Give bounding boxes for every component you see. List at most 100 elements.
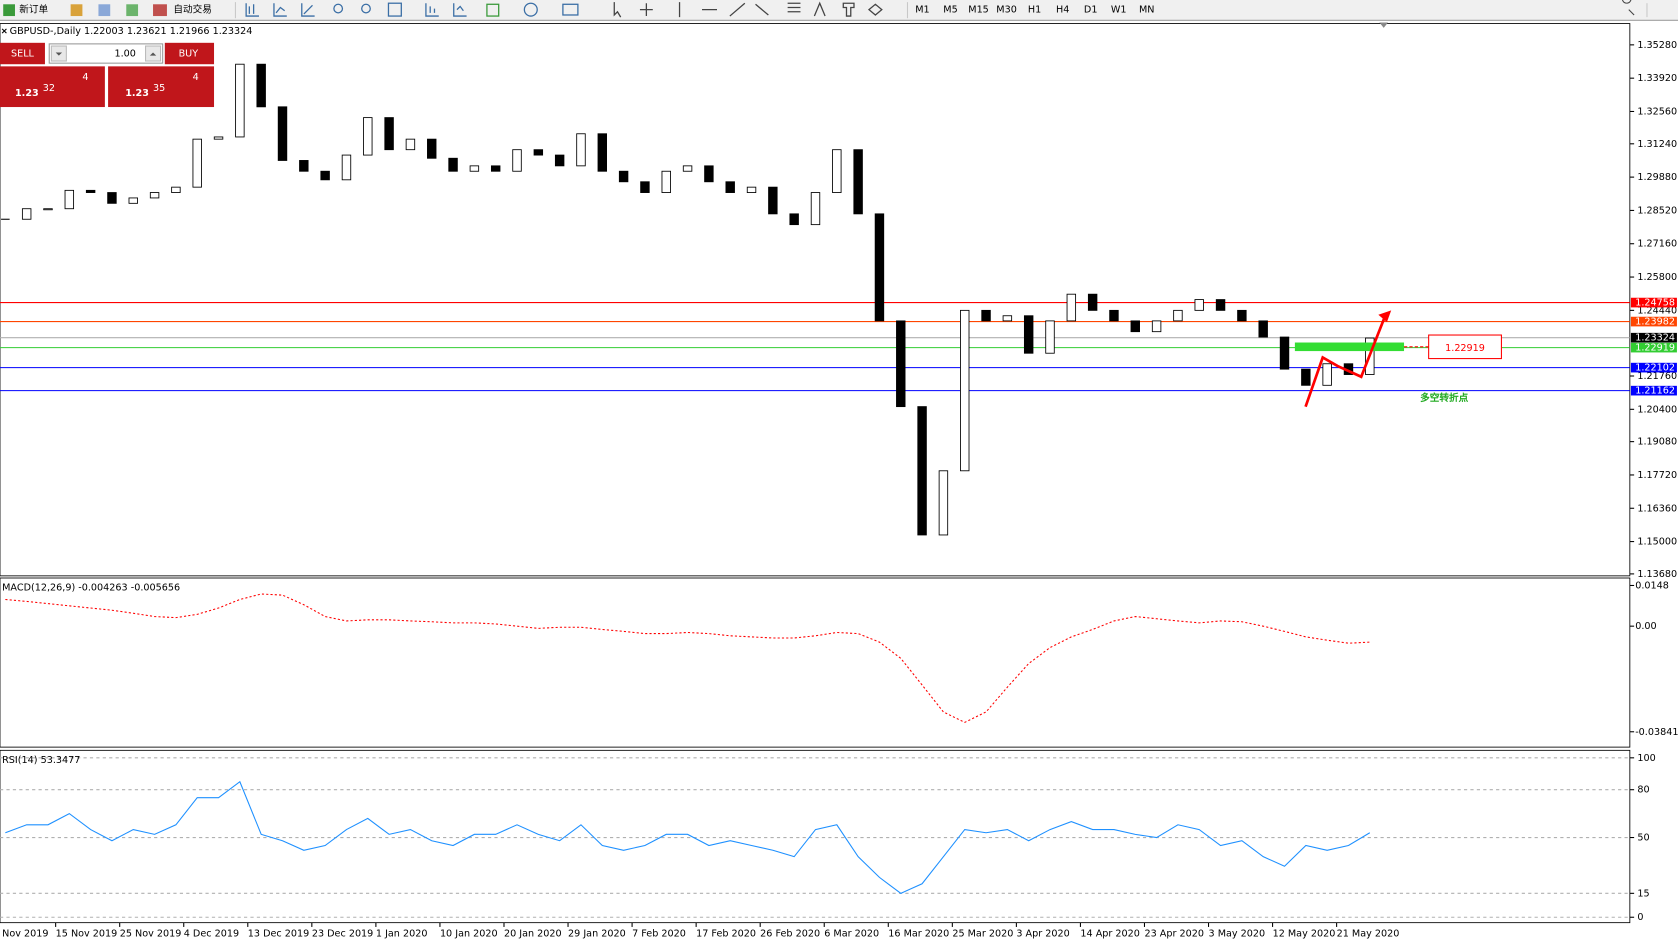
timeframe-button[interactable]: MN — [1139, 5, 1155, 16]
candle — [1109, 309, 1119, 322]
candle — [1066, 293, 1077, 322]
timeframe-button[interactable]: H4 — [1056, 5, 1069, 16]
date-label: 26 Feb 2020 — [760, 928, 820, 939]
price-tick-label: 1.25800 — [1637, 272, 1677, 283]
candle — [235, 63, 245, 138]
date-label: 13 Dec 2019 — [248, 928, 309, 939]
candle — [363, 117, 373, 156]
candle — [554, 154, 565, 167]
price-tick-label: 1.31240 — [1637, 139, 1677, 150]
candle — [171, 186, 181, 193]
tile-windows[interactable] — [387, 2, 402, 17]
toolbar-icon[interactable] — [98, 4, 111, 17]
timeframe-button[interactable]: M5 — [943, 5, 957, 16]
current-price-box — [1630, 332, 1677, 343]
level-label: 1.24758 — [1635, 298, 1675, 309]
price-tick-label: 1.21760 — [1637, 371, 1677, 382]
date-label: 14 Apr 2020 — [1080, 928, 1140, 939]
timeframe-button[interactable]: M15 — [968, 5, 989, 16]
arrow-head — [1378, 310, 1392, 323]
buy-price-fraction: 4 — [193, 72, 199, 83]
one-click-trading: SELL 1.00 BUY 1.23 32 4 1.23 35 4 — [0, 42, 215, 108]
tool-icon[interactable] — [301, 3, 315, 17]
sell-price-pips: 32 — [43, 83, 55, 94]
rsi-line — [5, 780, 1371, 894]
candle — [1279, 336, 1290, 370]
tool-icon[interactable] — [273, 3, 287, 17]
sell-price-box[interactable] — [0, 66, 105, 108]
zoom-out[interactable] — [361, 3, 371, 14]
tool-icon[interactable] — [425, 3, 439, 17]
zoom-in[interactable] — [333, 3, 344, 14]
timeframe-button[interactable]: W1 — [1111, 5, 1127, 16]
auto-trading-button[interactable]: 自动交易 — [173, 4, 211, 16]
timeframe-button[interactable]: D1 — [1084, 5, 1098, 16]
price-tick-label: 1.20400 — [1637, 404, 1677, 415]
lots-input[interactable] — [48, 43, 164, 64]
candle — [981, 309, 991, 322]
new-order-button[interactable]: 新订单 — [19, 4, 48, 16]
candle — [682, 165, 693, 172]
candle — [618, 170, 629, 183]
candle — [149, 192, 160, 199]
buy-price-big: 1.23 — [125, 88, 149, 99]
level-label-box — [1630, 342, 1677, 353]
search-icon[interactable] — [1622, 0, 1635, 16]
toolbar-icon[interactable] — [70, 4, 83, 17]
buy-button[interactable] — [164, 42, 215, 65]
new-order-icon[interactable] — [3, 4, 15, 17]
timeframe-button[interactable]: H1 — [1028, 5, 1041, 16]
candle — [1045, 320, 1055, 354]
candle — [533, 149, 544, 156]
rsi-tick-label: 80 — [1637, 785, 1649, 796]
down-arrow — [55, 52, 63, 56]
candle — [299, 160, 309, 172]
periods[interactable] — [523, 2, 538, 17]
candle — [320, 170, 330, 181]
auto-trading-icon[interactable] — [153, 4, 167, 17]
candle — [640, 181, 650, 193]
date-label: 21 May 2020 — [1337, 928, 1400, 939]
lots-value[interactable]: 1.00 — [114, 49, 135, 60]
indicators[interactable] — [486, 3, 500, 17]
candle — [192, 138, 202, 188]
rsi-panel — [0, 749, 1631, 924]
drawing-tools[interactable] — [613, 1, 883, 18]
price-tick-label: 1.15000 — [1637, 537, 1677, 548]
tool-icon[interactable] — [245, 3, 259, 17]
candle — [213, 136, 224, 140]
level-label-box — [1630, 297, 1677, 308]
candle — [1130, 320, 1140, 333]
price-panel — [0, 23, 1631, 577]
tool-icon[interactable] — [453, 3, 467, 17]
candle — [1301, 368, 1311, 386]
candle — [1322, 363, 1332, 386]
candle — [1087, 293, 1098, 311]
candle — [960, 309, 970, 472]
timeframe-button[interactable]: M1 — [915, 5, 929, 16]
price-tick-label: 1.29880 — [1637, 172, 1677, 183]
candle — [1002, 315, 1013, 322]
date-label: 25 Nov 2019 — [120, 928, 182, 939]
toolbar-tools — [245, 1, 883, 18]
price-tick-label: 1.24440 — [1637, 305, 1677, 316]
toolbar-icon[interactable] — [126, 4, 139, 17]
candle — [256, 63, 266, 108]
candle — [384, 117, 394, 151]
date-label: 1 Jan 2020 — [376, 928, 428, 939]
date-label: 12 May 2020 — [1273, 928, 1336, 939]
timeframe-button[interactable]: M30 — [996, 5, 1017, 16]
buy-price-pips: 35 — [153, 83, 165, 94]
candle — [576, 133, 586, 167]
templates[interactable] — [562, 3, 579, 16]
level-label-box — [1630, 385, 1677, 396]
candle — [1194, 299, 1204, 311]
date-label: 29 Jan 2020 — [568, 928, 626, 939]
candle — [21, 208, 32, 220]
candle — [832, 149, 842, 193]
trend-arrow — [1304, 316, 1387, 408]
sell-button[interactable] — [0, 42, 45, 65]
buy-price-box[interactable] — [108, 66, 215, 108]
price-tick-label: 1.19080 — [1637, 437, 1677, 448]
